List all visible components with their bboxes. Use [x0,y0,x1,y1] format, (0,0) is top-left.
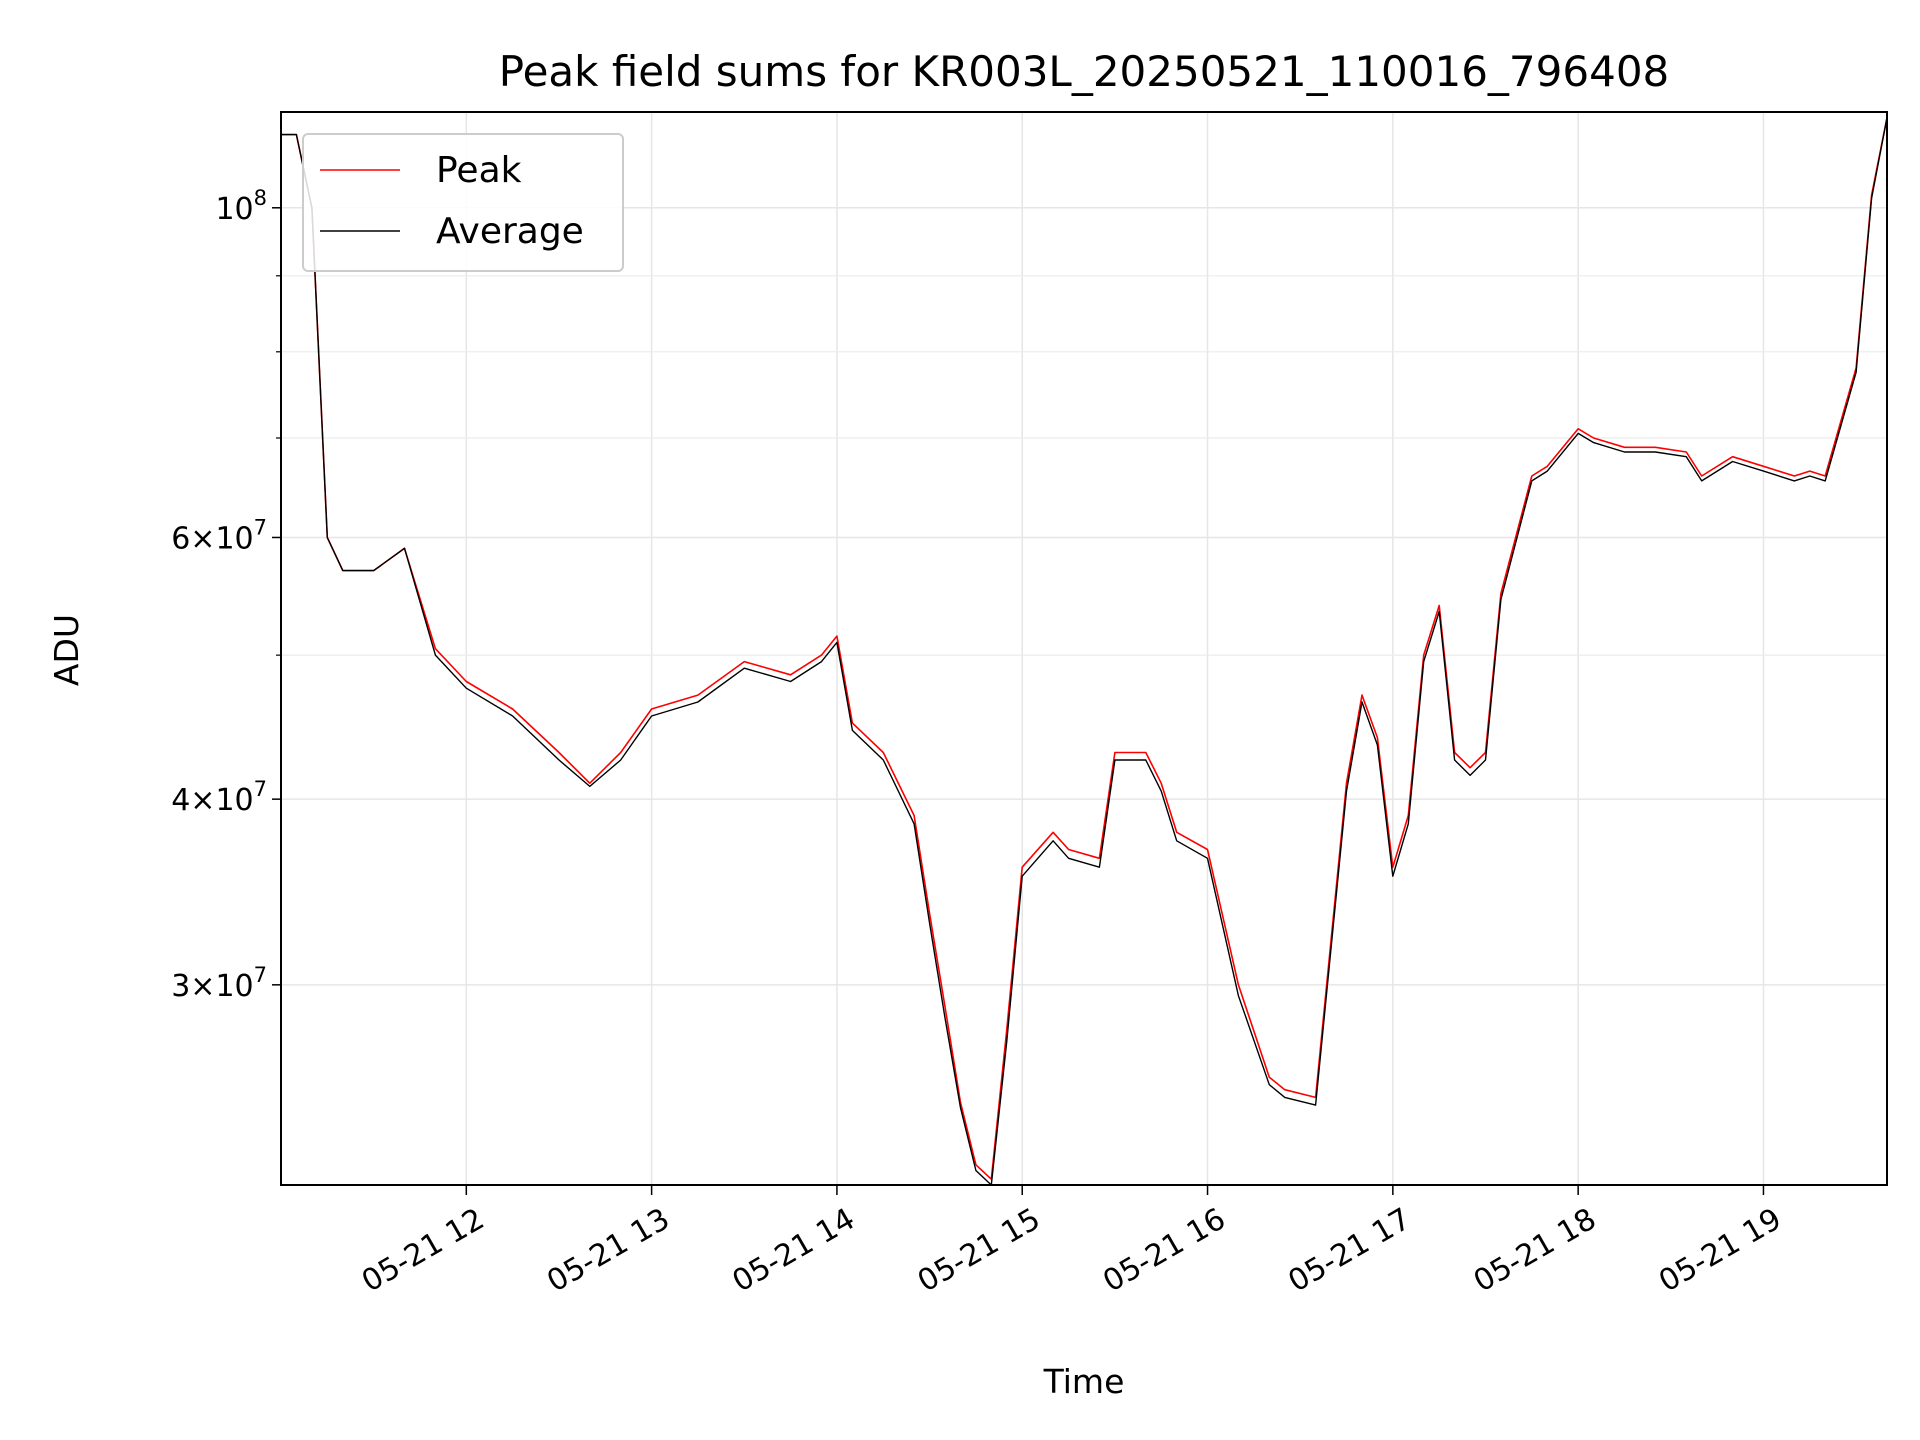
y-axis: 108 6×107 4×107 3×107 [171,186,281,1004]
legend-box [302,133,624,272]
y-tick-label: 108 [215,186,267,227]
legend-average-label: Average [436,211,584,252]
y-tick-label: 4×107 [171,777,267,818]
plot-lines [281,117,1888,1186]
series-line-average [281,117,1888,1186]
y-tick-label: 6×107 [171,515,267,556]
series-line-peak [281,117,1888,1180]
y-tick-label: 3×107 [171,963,267,1004]
legend: Peak Average [302,133,624,272]
legend-peak-label: Peak [436,150,522,191]
plot-frame [280,111,1888,1186]
grid [281,112,1887,1185]
chart-title: Peak field sums for KR003L_20250521_1100… [499,47,1670,96]
y-axis-title: ADU [47,614,86,686]
x-axis-title: Time [1043,1362,1125,1401]
